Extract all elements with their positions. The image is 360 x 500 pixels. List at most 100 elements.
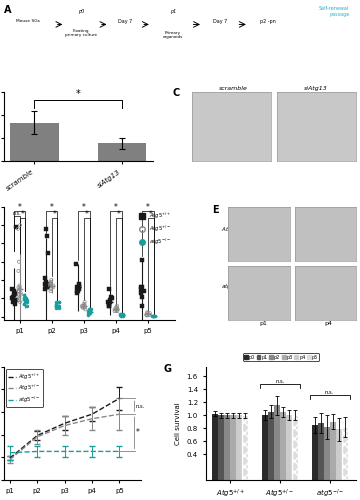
Bar	[292, 415, 298, 480]
Text: n.s.: n.s.	[13, 211, 21, 216]
Point	[114, 304, 120, 312]
Point	[42, 280, 48, 287]
Point	[44, 284, 50, 292]
Point	[120, 311, 126, 319]
Point	[12, 290, 17, 298]
Point	[13, 296, 18, 304]
Point	[82, 302, 87, 310]
Point	[48, 278, 54, 286]
Point	[17, 221, 23, 229]
Point	[17, 294, 22, 302]
Text: C: C	[172, 88, 180, 99]
Point	[120, 312, 126, 320]
Point	[23, 298, 28, 306]
Point	[107, 298, 113, 306]
Text: $Atg5^{+/-}$: $Atg5^{+/-}$	[221, 224, 244, 235]
Bar	[324, 427, 330, 480]
Point	[17, 284, 23, 292]
Point	[75, 287, 80, 295]
Legend: $Atg5^{+/+}$, $Atg5^{+/-}$, $atg5^{-/-}$: $Atg5^{+/+}$, $Atg5^{+/-}$, $atg5^{-/-}$	[136, 210, 172, 248]
Text: Mouse SGs: Mouse SGs	[16, 19, 40, 23]
Point	[12, 300, 18, 308]
Text: E: E	[212, 204, 219, 214]
Point	[12, 289, 18, 297]
Point	[112, 306, 117, 314]
Point	[12, 289, 18, 297]
Point	[138, 285, 144, 293]
Text: *: *	[136, 428, 140, 438]
Point	[146, 311, 152, 319]
Point	[144, 309, 150, 317]
Bar	[318, 423, 324, 480]
Point	[144, 311, 150, 319]
Point	[118, 312, 123, 320]
Point	[57, 298, 62, 306]
Point	[150, 312, 156, 320]
Text: *: *	[76, 89, 81, 99]
Point	[21, 290, 27, 298]
Point	[107, 296, 113, 304]
Point	[87, 307, 93, 315]
Point	[151, 312, 157, 320]
Point	[73, 260, 79, 268]
Bar	[274, 406, 280, 480]
Bar	[10, 122, 59, 160]
Text: Primary
organoids: Primary organoids	[163, 31, 183, 40]
Point	[21, 300, 27, 308]
Legend: p0, p1, p2, p3, p4, p5: p0, p1, p2, p3, p4, p5	[243, 353, 319, 361]
Point	[53, 298, 59, 306]
Point	[144, 312, 150, 320]
Point	[113, 307, 119, 315]
Point	[152, 312, 158, 320]
Point	[143, 311, 149, 319]
Point	[47, 282, 53, 290]
Point	[145, 310, 151, 318]
Point	[16, 287, 22, 295]
Point	[45, 280, 51, 287]
Point	[149, 312, 155, 320]
Bar	[236, 415, 242, 480]
Point	[150, 312, 156, 320]
Point	[120, 310, 126, 318]
Point	[24, 298, 30, 306]
Point	[48, 287, 53, 295]
Point	[45, 282, 50, 290]
Point	[138, 289, 144, 297]
Point	[53, 304, 59, 312]
Point	[80, 304, 86, 312]
Point	[42, 274, 48, 282]
Point	[24, 296, 30, 304]
Point	[17, 298, 23, 306]
Point	[88, 306, 94, 314]
Bar	[224, 415, 230, 480]
Point	[117, 311, 123, 319]
Bar	[268, 412, 274, 480]
Bar	[280, 412, 286, 480]
Text: Floating
primary culture: Floating primary culture	[65, 29, 97, 38]
Point	[107, 302, 112, 310]
Point	[105, 298, 111, 306]
Point	[106, 300, 112, 308]
Point	[113, 304, 119, 312]
Point	[82, 304, 87, 312]
Text: *: *	[114, 203, 118, 212]
Point	[147, 309, 153, 317]
Bar	[336, 430, 342, 480]
Point	[53, 302, 58, 310]
Point	[118, 310, 124, 318]
Point	[80, 304, 85, 312]
Point	[77, 282, 82, 290]
Text: *: *	[82, 203, 86, 212]
Point	[23, 298, 29, 306]
Point	[114, 306, 120, 314]
Point	[15, 287, 21, 295]
Point	[85, 307, 91, 315]
Point	[114, 307, 120, 315]
Point	[9, 285, 15, 293]
Point	[18, 290, 24, 298]
Text: Self-renewal
passage: Self-renewal passage	[319, 6, 349, 16]
Point	[15, 267, 21, 275]
Point	[47, 280, 53, 287]
Point	[151, 312, 157, 320]
Text: *: *	[21, 210, 24, 220]
